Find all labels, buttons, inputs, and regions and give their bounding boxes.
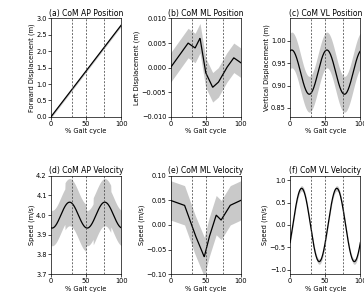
Title: (c) CoM VL Position: (c) CoM VL Position (289, 9, 362, 18)
Title: (d) CoM AP Velocity: (d) CoM AP Velocity (49, 166, 123, 175)
X-axis label: % Gait cycle: % Gait cycle (305, 128, 346, 134)
Y-axis label: Speed (m/s): Speed (m/s) (138, 205, 145, 245)
Title: (e) CoM ML Velocity: (e) CoM ML Velocity (168, 166, 243, 175)
Y-axis label: Forward Displacement (m): Forward Displacement (m) (28, 23, 35, 112)
X-axis label: % Gait cycle: % Gait cycle (185, 286, 226, 292)
Title: (f) CoM VL Velocity: (f) CoM VL Velocity (289, 166, 361, 175)
X-axis label: % Gait cycle: % Gait cycle (185, 128, 226, 134)
Y-axis label: Left Displacement (m): Left Displacement (m) (134, 30, 140, 105)
Y-axis label: Speed (m/s): Speed (m/s) (28, 205, 35, 245)
Y-axis label: Speed (m/s): Speed (m/s) (262, 205, 268, 245)
Y-axis label: Vertical Displacement (m): Vertical Displacement (m) (263, 24, 270, 111)
X-axis label: % Gait cycle: % Gait cycle (66, 286, 107, 292)
X-axis label: % Gait cycle: % Gait cycle (305, 286, 346, 292)
Title: (a) CoM AP Position: (a) CoM AP Position (49, 9, 123, 18)
Title: (b) CoM ML Position: (b) CoM ML Position (168, 9, 244, 18)
X-axis label: % Gait cycle: % Gait cycle (66, 128, 107, 134)
